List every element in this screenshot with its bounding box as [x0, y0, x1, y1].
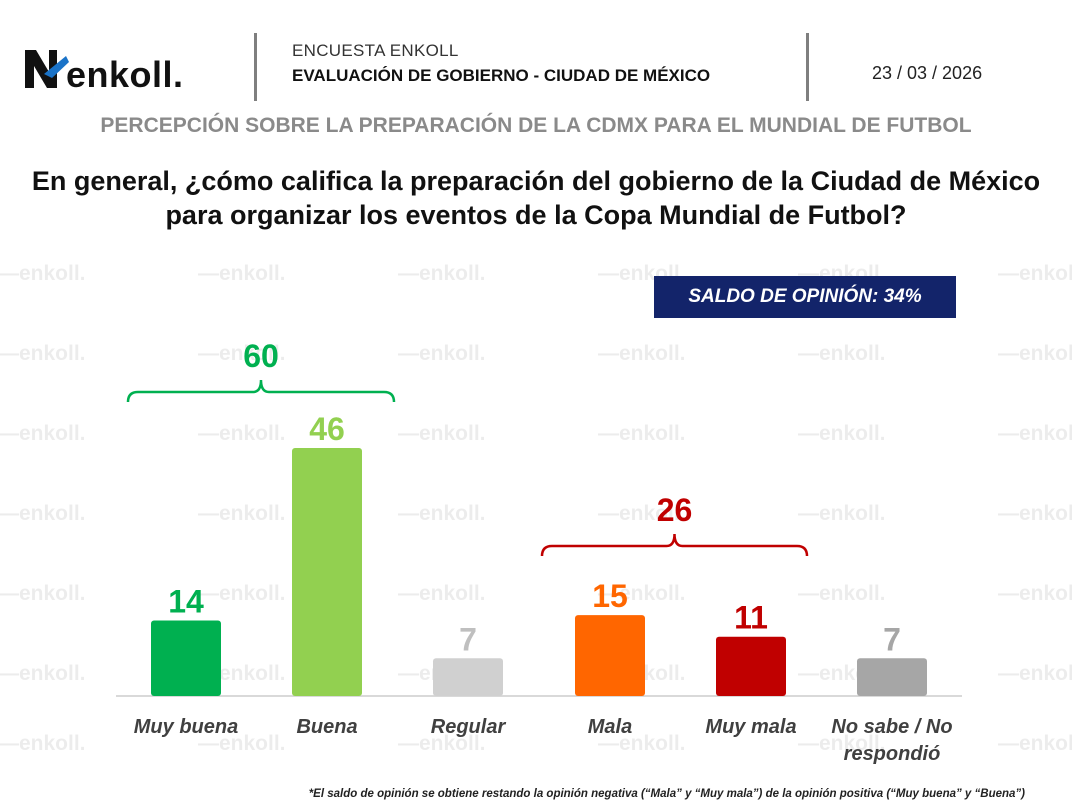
bar [857, 658, 927, 696]
data-label: 7 [459, 621, 477, 657]
category-label: Regular [431, 716, 507, 738]
survey-name: ENCUESTA ENKOLL [292, 41, 459, 60]
bar [716, 636, 786, 696]
footnote: *El saldo de opinión se obtiene restando… [308, 788, 1025, 800]
data-label: 14 [168, 584, 204, 620]
bar [292, 448, 362, 696]
group-total-label: 60 [243, 338, 279, 374]
survey-date: 23 / 03 / 2026 [872, 63, 983, 83]
enkoll-logo: enkoll. [22, 44, 212, 95]
data-label: 11 [734, 600, 768, 636]
header-divider-right [806, 33, 809, 101]
logo-wordmark: enkoll. [66, 54, 184, 95]
bar [575, 615, 645, 696]
category-label: Buena [296, 716, 357, 738]
group-total-label: 26 [657, 492, 693, 528]
header-divider-left [254, 33, 257, 101]
category-label: No sabe / No [831, 716, 952, 738]
group-bracket [126, 379, 396, 403]
data-label: 46 [309, 411, 345, 447]
survey-question: En general, ¿cómo califica la preparació… [31, 166, 1041, 230]
bar [151, 620, 221, 696]
category-label: respondió [844, 743, 941, 765]
category-label: Muy buena [134, 716, 238, 738]
bar [433, 658, 503, 696]
enkoll-logo-icon [25, 50, 69, 88]
category-label: Mala [588, 716, 632, 738]
category-label: Muy mala [705, 716, 796, 738]
group-bracket [540, 533, 809, 557]
data-label: 15 [592, 578, 628, 614]
data-label: 7 [883, 621, 901, 657]
page-subtitle: PERCEPCIÓN SOBRE LA PREPARACIÓN DE LA CD… [100, 114, 972, 137]
survey-title: EVALUACIÓN DE GOBIERNO - CIUDAD DE MÉXIC… [292, 66, 711, 85]
header: enkoll. ENCUESTA ENKOLL EVALUACIÓN DE GO… [0, 0, 1072, 110]
saldo-badge: SALDO DE OPINIÓN: 34% [654, 276, 956, 318]
